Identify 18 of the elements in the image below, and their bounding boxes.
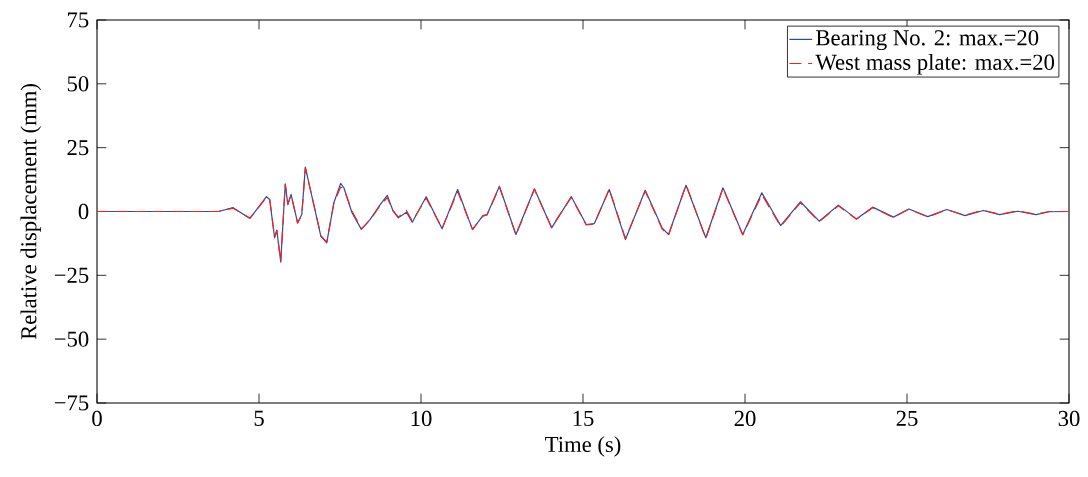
y-tick-label: 50 bbox=[67, 76, 89, 92]
legend-label: Bearing No. 2: max.=20 bbox=[816, 30, 1039, 51]
y-tick-label: −50 bbox=[54, 331, 89, 347]
y-tick-label: −75 bbox=[54, 395, 89, 411]
y-tick-label: −25 bbox=[54, 267, 89, 283]
x-tick-label: 0 bbox=[92, 410, 102, 427]
x-tick-label: 20 bbox=[734, 410, 756, 427]
x-tick-label: 5 bbox=[254, 410, 264, 426]
y-tick-label: 25 bbox=[67, 140, 89, 156]
x-tick-label: 15 bbox=[573, 410, 594, 426]
y-tick-label: 0 bbox=[78, 203, 89, 220]
x-tick-label: 10 bbox=[411, 410, 432, 427]
x-axis-title: Time (s) bbox=[545, 436, 621, 457]
x-tick-label: 25 bbox=[896, 410, 918, 427]
x-tick-label: 30 bbox=[1058, 410, 1080, 427]
y-tick-label: 75 bbox=[68, 12, 89, 28]
legend-label: West mass plate: max.=20 bbox=[815, 53, 1055, 75]
y-axis-title: Relative displacement (mm) bbox=[20, 84, 42, 340]
